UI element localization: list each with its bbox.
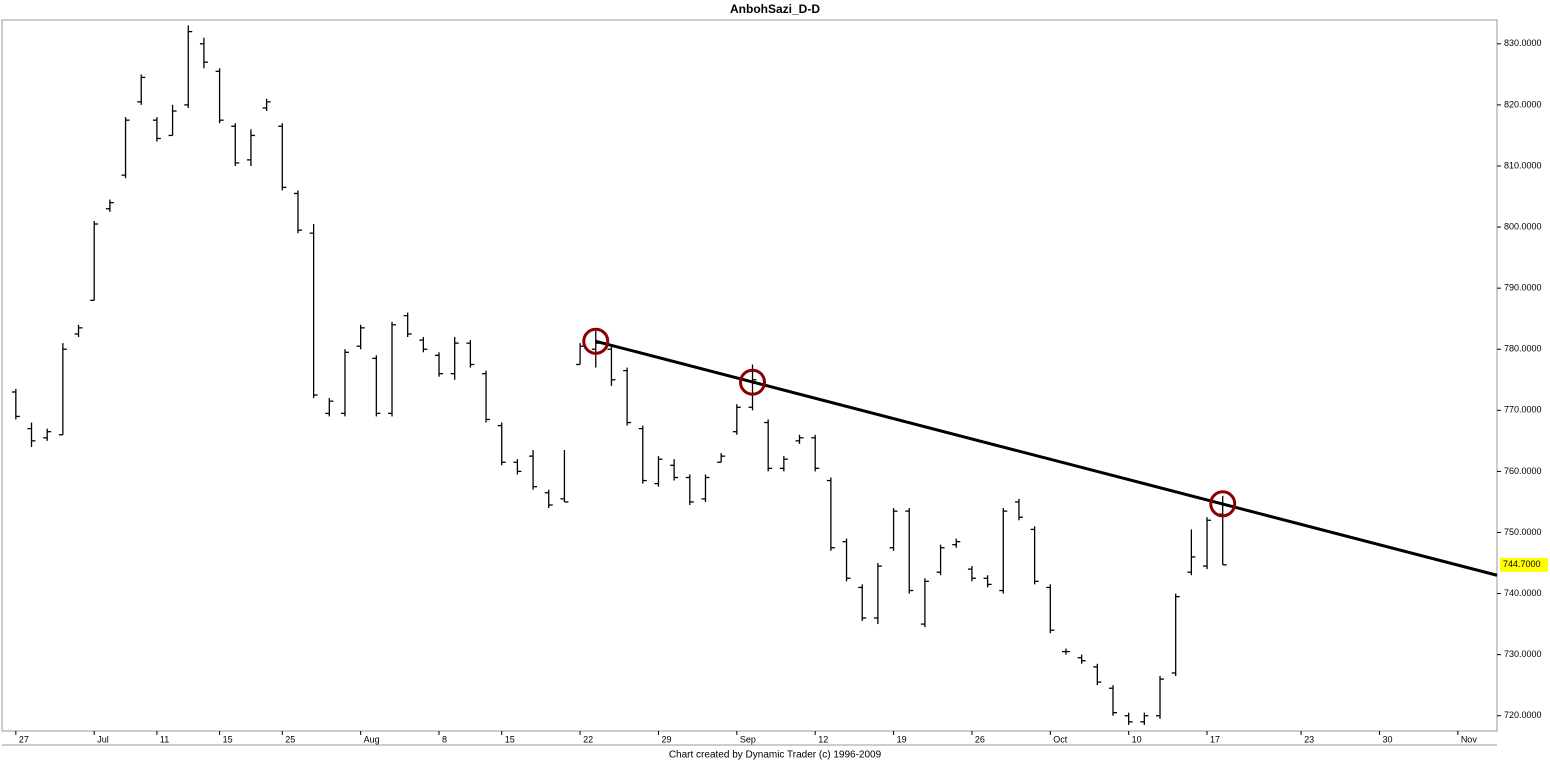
y-tick-label: 820.0000 xyxy=(1504,99,1542,109)
x-tick-label: Jul xyxy=(97,734,109,744)
x-tick-label: 30 xyxy=(1382,734,1392,744)
x-tick-label: Nov xyxy=(1461,734,1478,744)
plot-frame xyxy=(1,19,1498,732)
y-tick-label: 730.0000 xyxy=(1504,649,1542,659)
y-tick-label: 810.0000 xyxy=(1504,160,1542,170)
footer: Chart created by Dynamic Trader (c) 1996… xyxy=(669,750,882,761)
chart-title: AnbohSazi_D-D xyxy=(730,2,820,16)
x-tick-label: 15 xyxy=(505,734,515,744)
touch-circle xyxy=(582,327,610,355)
touch-circle xyxy=(1209,490,1237,518)
x-tick-label: 15 xyxy=(223,734,233,744)
y-tick-label: 780.0000 xyxy=(1504,344,1542,354)
x-tick-label: Aug xyxy=(364,734,380,744)
last-price-label: 744.7000 xyxy=(1503,559,1541,569)
trendline xyxy=(595,339,1498,577)
x-tick-label: 17 xyxy=(1210,734,1220,744)
y-tick-label: 800.0000 xyxy=(1504,221,1542,231)
y-tick-label: 830.0000 xyxy=(1504,38,1542,48)
x-tick-label: 10 xyxy=(1132,734,1142,744)
y-tick-label: 790.0000 xyxy=(1504,283,1542,293)
last-price-box xyxy=(1500,557,1548,572)
y-tick-label: 770.0000 xyxy=(1504,405,1542,415)
x-tick-label: 22 xyxy=(583,734,593,744)
y-tick-label: 740.0000 xyxy=(1504,588,1542,598)
y-tick-label: 720.0000 xyxy=(1504,710,1542,720)
x-tick-label: 8 xyxy=(442,734,447,744)
y-tick-label: 750.0000 xyxy=(1504,527,1542,537)
x-tick-label: 25 xyxy=(285,734,295,744)
x-tick-label: 23 xyxy=(1304,734,1314,744)
y-tick-label: 760.0000 xyxy=(1504,466,1542,476)
x-tick-label: 19 xyxy=(897,734,907,744)
touch-circle xyxy=(739,368,766,396)
x-tick-label: 26 xyxy=(975,734,985,744)
x-tick-label: Sep xyxy=(740,734,756,744)
x-tick-label: 29 xyxy=(661,734,671,744)
x-tick-label: 12 xyxy=(818,734,828,744)
x-tick-label: 11 xyxy=(160,734,169,744)
x-tick-label: 27 xyxy=(19,734,29,744)
x-tick-label: Oct xyxy=(1053,734,1068,744)
